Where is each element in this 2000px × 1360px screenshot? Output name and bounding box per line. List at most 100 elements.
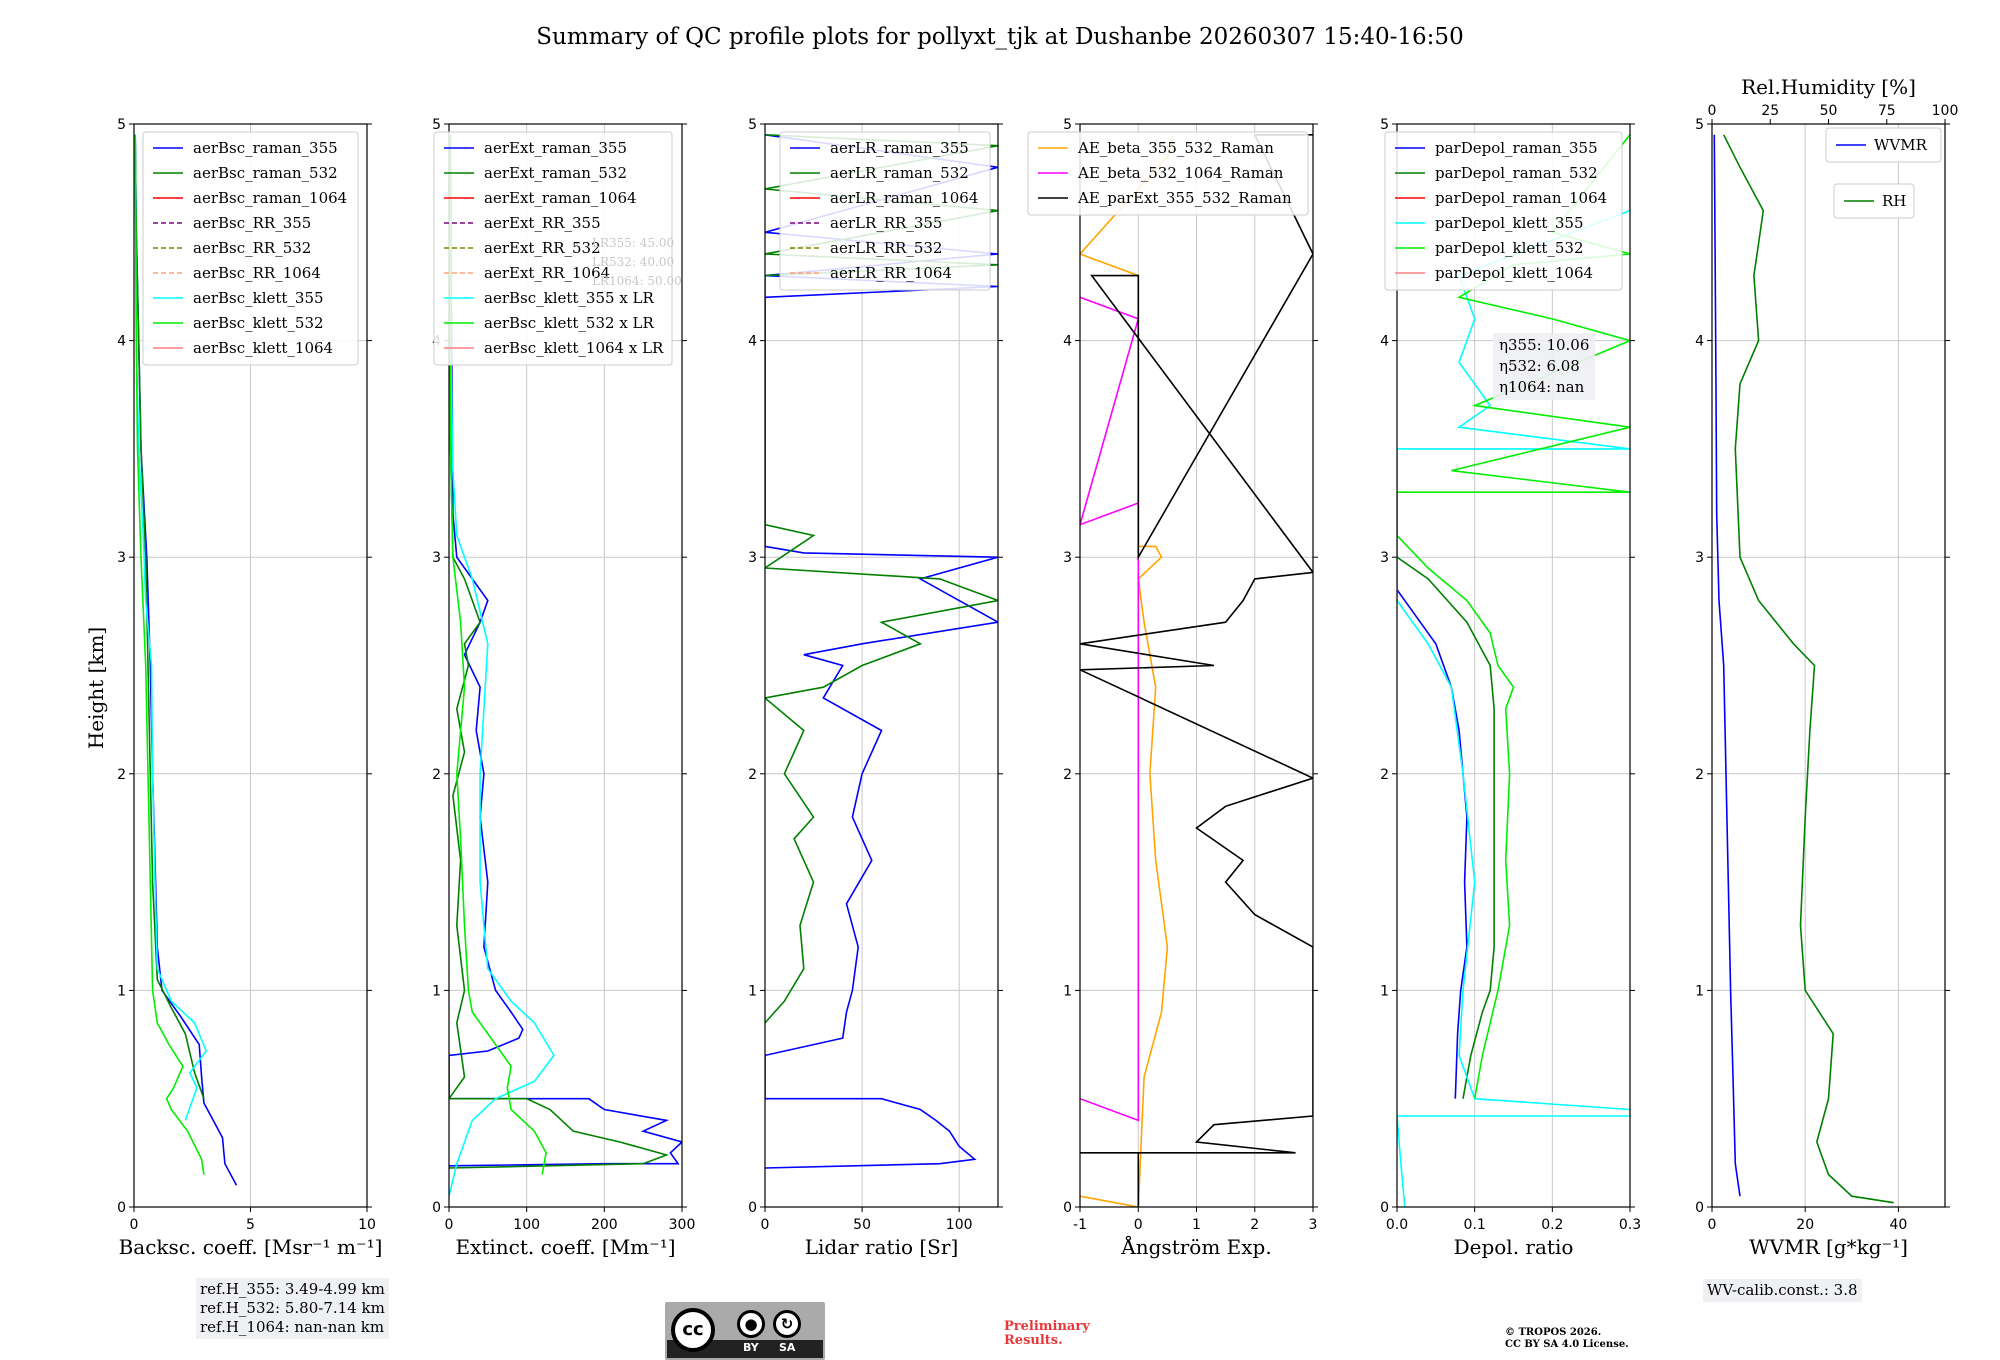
- x-tick-label: 0: [1708, 1217, 1717, 1233]
- top-x-tick-label: 50: [1820, 103, 1838, 119]
- series-line-AE_beta_355_532_Raman: [1080, 134, 1174, 1207]
- legend-entry: aerBsc_RR_355: [193, 214, 311, 232]
- legend-entry: parDepol_raman_355: [1435, 139, 1598, 157]
- copyright-note: © TROPOS 2026. CC BY SA 4.0 License.: [1505, 1327, 1629, 1351]
- series-line-aerExt_raman_532: [449, 134, 670, 1169]
- x-tick-label: 0.3: [1619, 1217, 1641, 1233]
- y-tick-label: 0: [1380, 1200, 1389, 1216]
- top-x-tick-label: 100: [1932, 103, 1959, 119]
- y-tick-label: 4: [748, 334, 757, 350]
- legend: aerLR_raman_355 aerLR_raman_532 aerLR_rama…: [779, 131, 991, 291]
- legend-box: [142, 131, 359, 366]
- preliminary-line-1: Preliminary: [1004, 1319, 1090, 1334]
- top-x-tick-label: 75: [1878, 103, 1896, 119]
- legend-box: [1384, 131, 1623, 291]
- legend-entry: aerLR_RR_355: [830, 214, 942, 232]
- lr-note: LR1064: 50.00: [592, 274, 682, 288]
- series-line-parDepol_klett_532: [1397, 134, 1630, 1099]
- series-line-AE_beta_532_1064_Raman: [1080, 296, 1140, 1122]
- legend-entry: aerBsc_RR_1064: [193, 264, 321, 282]
- copyright-line-1: © TROPOS 2026.: [1505, 1327, 1602, 1338]
- series-line-parDepol_klett_355: [1397, 134, 1630, 1207]
- legend-entry: AE_beta_532_1064_Raman: [1077, 164, 1284, 182]
- ref-height-1064: ref.H_1064: nan-nan km: [200, 1318, 385, 1336]
- axes-frame: [1396, 123, 1631, 1208]
- ref-height-355: ref.H_355: 3.49-4.99 km: [200, 1280, 385, 1298]
- x-axis-label: Depol. ratio: [1454, 1235, 1574, 1259]
- y-tick-label: 2: [1063, 767, 1072, 783]
- sa-share-icon: ↻: [773, 1310, 801, 1338]
- lr-note: LR355: 45.00: [592, 236, 674, 250]
- legend-box: [779, 131, 991, 291]
- x-tick-label: 50: [853, 1217, 871, 1233]
- y-tick-label: 5: [1695, 117, 1704, 133]
- cc-icon: cc: [671, 1308, 715, 1352]
- preliminary-note: Preliminary Results.: [1004, 1320, 1090, 1348]
- legend-entry: aerExt_raman_355: [484, 139, 627, 157]
- legend-entry: aerLR_raman_1064: [830, 189, 978, 207]
- x-axis-label: Backsc. coeff. [Msr⁻¹ m⁻¹]: [119, 1235, 383, 1259]
- sa-label: SA: [779, 1341, 796, 1354]
- by-person-icon: ●: [737, 1310, 765, 1338]
- y-tick-label: 3: [748, 550, 757, 566]
- y-tick-label: 0: [1063, 1200, 1072, 1216]
- series-group: [1080, 134, 1313, 1207]
- legend-entry: aerLR_RR_532: [830, 239, 942, 257]
- legend-box: [1027, 131, 1309, 216]
- x-tick-label: 2: [1250, 1217, 1259, 1233]
- y-tick-label: 5: [748, 117, 757, 133]
- y-tick-label: 1: [1380, 983, 1389, 999]
- x-tick-label: 0: [445, 1217, 454, 1233]
- x-tick-label: 0.0: [1386, 1217, 1408, 1233]
- legend-entry: aerBsc_raman_355: [193, 139, 338, 157]
- legend-entry: WVMR: [1874, 136, 1928, 154]
- series-group: [1397, 134, 1630, 1207]
- eta-1064: η1064: nan: [1499, 378, 1585, 396]
- legend-entry: AE_parExt_355_532_Raman: [1077, 189, 1292, 207]
- series-group: [1713, 134, 1894, 1204]
- legend: AE_beta_355_532_Raman AE_beta_532_1064_Ra…: [1027, 131, 1309, 216]
- legend-entry: parDepol_raman_532: [1435, 164, 1598, 182]
- y-tick-label: 2: [117, 767, 126, 783]
- x-axis-label: Extinct. coeff. [Mm⁻¹]: [455, 1235, 675, 1259]
- y-axis-label: Height [km]: [84, 627, 108, 749]
- legend-entry: aerBsc_klett_1064: [193, 339, 333, 357]
- x-tick-label: 10: [358, 1217, 376, 1233]
- x-tick-label: 0.1: [1464, 1217, 1486, 1233]
- y-tick-label: 5: [432, 117, 441, 133]
- y-tick-label: 1: [1695, 983, 1704, 999]
- y-tick-label: 3: [1063, 550, 1072, 566]
- wv-calib-box: WV-calib.const.: 3.8: [1703, 1279, 1862, 1302]
- x-tick-label: 100: [513, 1217, 540, 1233]
- legend-entry: aerBsc_klett_532: [193, 314, 324, 332]
- legend-entry: aerExt_RR_355: [484, 214, 601, 232]
- y-tick-label: 5: [1063, 117, 1072, 133]
- legend-entry: parDepol_klett_532: [1435, 239, 1584, 257]
- y-tick-label: 4: [117, 334, 126, 350]
- by-label: BY: [743, 1341, 759, 1354]
- cc-license-badge[interactable]: cc ● ↻ BY SA: [665, 1302, 825, 1360]
- series-group: [134, 134, 238, 1186]
- legend: aerBsc_raman_355 aerBsc_raman_532 aerBsc_r…: [142, 131, 359, 366]
- legend: WVMR RH: [1825, 127, 1942, 219]
- legend: aerExt_raman_355 aerExt_raman_532 aerExt_r…: [433, 131, 673, 366]
- y-tick-label: 0: [748, 1200, 757, 1216]
- y-tick-label: 3: [432, 550, 441, 566]
- y-tick-label: 5: [1380, 117, 1389, 133]
- y-tick-label: 3: [1380, 550, 1389, 566]
- y-tick-label: 1: [1063, 983, 1072, 999]
- preliminary-line-2: Results.: [1004, 1333, 1063, 1348]
- x-tick-label: 0.2: [1541, 1217, 1563, 1233]
- legend-entry: RH: [1882, 192, 1906, 210]
- y-tick-label: 0: [432, 1200, 441, 1216]
- eta-box: η355: 10.06 η532: 6.08 η1064: nan: [1493, 333, 1596, 400]
- series-line-aerBsc_raman_532: [134, 134, 205, 1099]
- series-group: [449, 134, 682, 1197]
- x-tick-label: 200: [591, 1217, 618, 1233]
- legend-entry: parDepol_raman_1064: [1435, 189, 1607, 207]
- legend-entry: aerExt_RR_532: [484, 239, 601, 257]
- lr-note: LR532: 40.00: [592, 255, 674, 269]
